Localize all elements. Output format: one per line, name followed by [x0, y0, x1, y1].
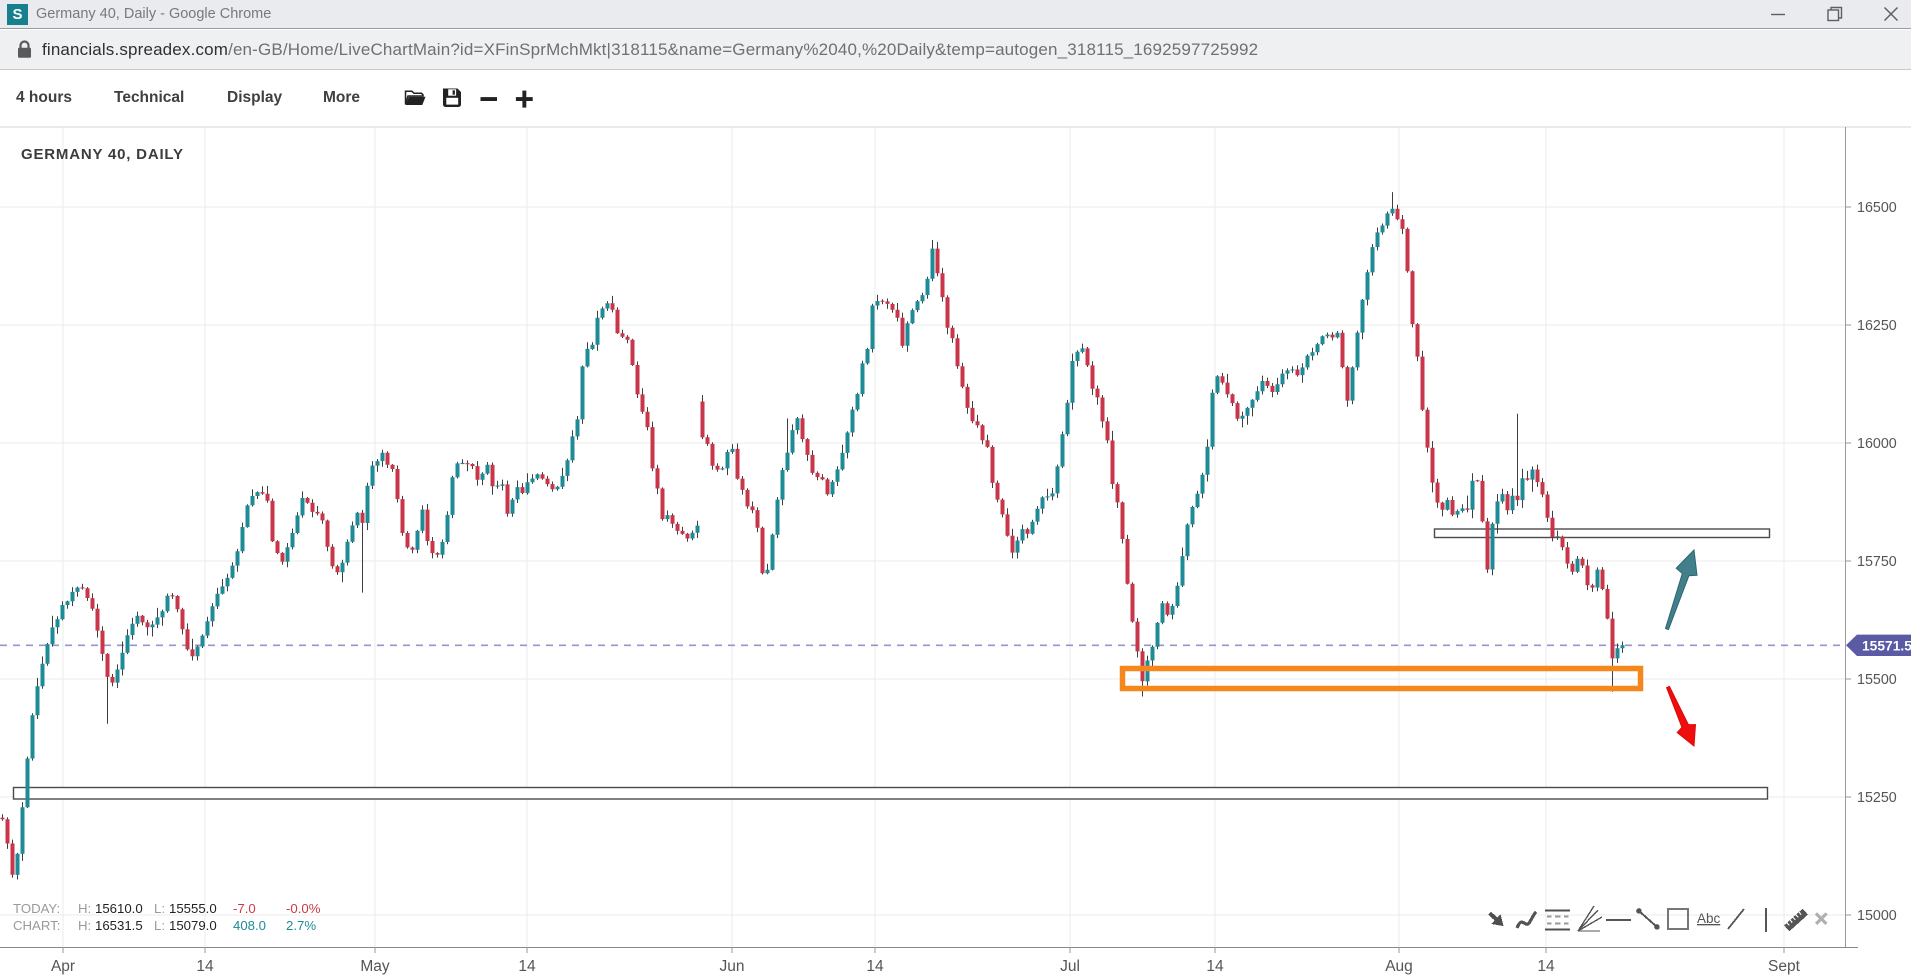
- svg-text:CHART:: CHART:: [13, 918, 60, 933]
- svg-text:Apr: Apr: [51, 958, 75, 975]
- svg-text:16500: 16500: [1857, 200, 1897, 216]
- svg-text:14: 14: [1537, 958, 1555, 975]
- svg-text:Aug: Aug: [1385, 958, 1413, 975]
- svg-text:14: 14: [866, 958, 884, 975]
- svg-text:15000: 15000: [1857, 908, 1897, 924]
- svg-text:16250: 16250: [1857, 318, 1897, 334]
- svg-text:May: May: [360, 958, 390, 975]
- svg-text:14: 14: [518, 958, 536, 975]
- svg-text:-7.0: -7.0: [233, 901, 256, 916]
- svg-text:-0.0%: -0.0%: [286, 901, 321, 916]
- svg-text:15610.0: 15610.0: [95, 901, 143, 916]
- svg-text:15571.5: 15571.5: [1862, 639, 1911, 654]
- svg-text:15250: 15250: [1857, 790, 1897, 806]
- svg-text:15500: 15500: [1857, 672, 1897, 688]
- svg-text:L:: L:: [154, 918, 165, 933]
- svg-text:15555.0: 15555.0: [169, 901, 217, 916]
- svg-text:16531.5: 16531.5: [95, 918, 143, 933]
- svg-text:H:: H:: [78, 901, 91, 916]
- svg-text:TODAY:: TODAY:: [13, 901, 60, 916]
- svg-text:15750: 15750: [1857, 554, 1897, 570]
- svg-text:Abc: Abc: [1697, 911, 1721, 926]
- svg-text:Jul: Jul: [1060, 958, 1080, 975]
- svg-text:14: 14: [1206, 958, 1224, 975]
- svg-text:GERMANY 40, DAILY: GERMANY 40, DAILY: [21, 146, 184, 163]
- svg-text:Sept: Sept: [1768, 958, 1801, 975]
- svg-text:Jun: Jun: [720, 958, 745, 975]
- svg-text:2.7%: 2.7%: [286, 918, 316, 933]
- svg-text:14: 14: [196, 958, 214, 975]
- svg-text:15079.0: 15079.0: [169, 918, 217, 933]
- svg-text:16000: 16000: [1857, 436, 1897, 452]
- svg-text:L:: L:: [154, 901, 165, 916]
- svg-text:408.0: 408.0: [233, 918, 266, 933]
- svg-text:H:: H:: [78, 918, 91, 933]
